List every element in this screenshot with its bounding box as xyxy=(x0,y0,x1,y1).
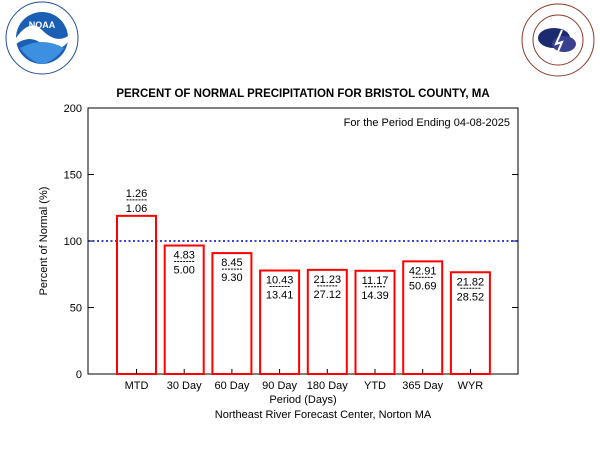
chart-subtitle: For the Period Ending 04-08-2025 xyxy=(344,117,510,129)
chart-title: PERCENT OF NORMAL PRECIPITATION FOR BRIS… xyxy=(116,88,489,100)
footer-credit: Northeast River Forecast Center, Norton … xyxy=(215,409,432,421)
observed-label: 21.82 xyxy=(457,276,485,288)
normal-label: 27.12 xyxy=(314,289,342,301)
y-tick-label: 150 xyxy=(64,170,82,182)
observed-label: 21.23 xyxy=(314,274,342,286)
noaa-logo: NOAA xyxy=(5,1,79,75)
x-tick-label: 365 Day xyxy=(402,380,443,392)
bar xyxy=(402,260,444,375)
normal-label: 5.00 xyxy=(173,265,194,277)
x-tick-label: 60 Day xyxy=(214,380,249,392)
x-tick-label: WYR xyxy=(458,380,484,392)
x-tick-label: 90 Day xyxy=(262,380,297,392)
x-tick-label: 30 Day xyxy=(167,380,202,392)
observed-label: 8.45 xyxy=(221,257,242,269)
observed-label: 42.91 xyxy=(409,265,437,277)
nws-logo xyxy=(521,3,595,77)
svg-text:NOAA: NOAA xyxy=(29,20,56,30)
observed-label: 10.43 xyxy=(266,275,294,287)
x-tick-label: MTD xyxy=(125,380,149,392)
observed-label: 1.26 xyxy=(126,188,147,200)
y-tick-label: 50 xyxy=(70,303,82,315)
observed-label: 11.17 xyxy=(362,275,389,287)
normal-label: 50.69 xyxy=(409,280,437,292)
observed-label: 4.83 xyxy=(173,250,194,262)
normal-label: 1.06 xyxy=(126,203,147,215)
y-tick-label: 200 xyxy=(64,103,82,115)
normal-label: 13.41 xyxy=(266,290,294,302)
normal-label: 9.30 xyxy=(221,272,242,284)
normal-label: 28.52 xyxy=(457,291,485,303)
bar xyxy=(116,214,157,375)
normal-label: 14.39 xyxy=(361,290,389,302)
x-tick-label: YTD xyxy=(364,380,386,392)
x-axis-label: Period (Days) xyxy=(269,394,336,406)
y-axis-label: Percent of Normal (%) xyxy=(38,187,50,296)
y-tick-label: 100 xyxy=(64,236,82,248)
y-tick-label: 0 xyxy=(76,369,82,381)
x-tick-label: 180 Day xyxy=(307,380,348,392)
